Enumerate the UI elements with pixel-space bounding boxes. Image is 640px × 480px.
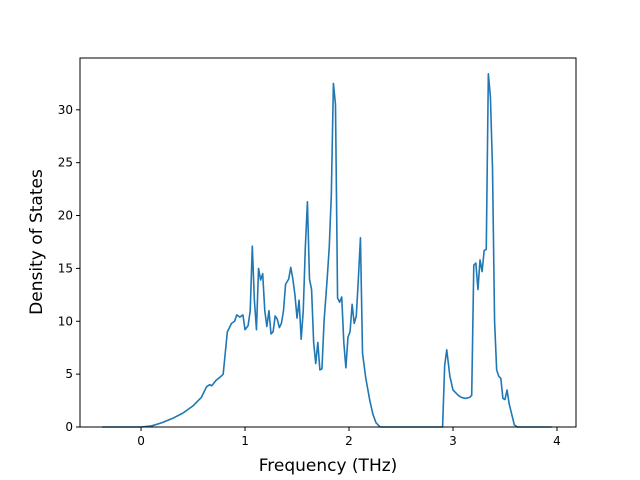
x-tick-label: 0	[137, 434, 145, 448]
x-tick-label: 2	[345, 434, 353, 448]
x-tick-label: 3	[449, 434, 457, 448]
plot-frame	[79, 57, 577, 428]
x-tick-label: 4	[553, 434, 561, 448]
y-tick-label: 0	[65, 420, 73, 434]
y-tick-label: 15	[58, 261, 73, 275]
y-axis-label: Density of States	[27, 169, 47, 315]
y-tick-label: 10	[58, 314, 73, 328]
y-tick-label: 20	[58, 209, 73, 223]
y-tick-label: 5	[65, 367, 73, 381]
x-tick-label: 1	[241, 434, 249, 448]
y-tick-label: 30	[58, 103, 73, 117]
line	[102, 73, 552, 428]
x-axis-label: Frequency (THz)	[259, 456, 398, 476]
y-tick-label: 25	[58, 156, 73, 170]
